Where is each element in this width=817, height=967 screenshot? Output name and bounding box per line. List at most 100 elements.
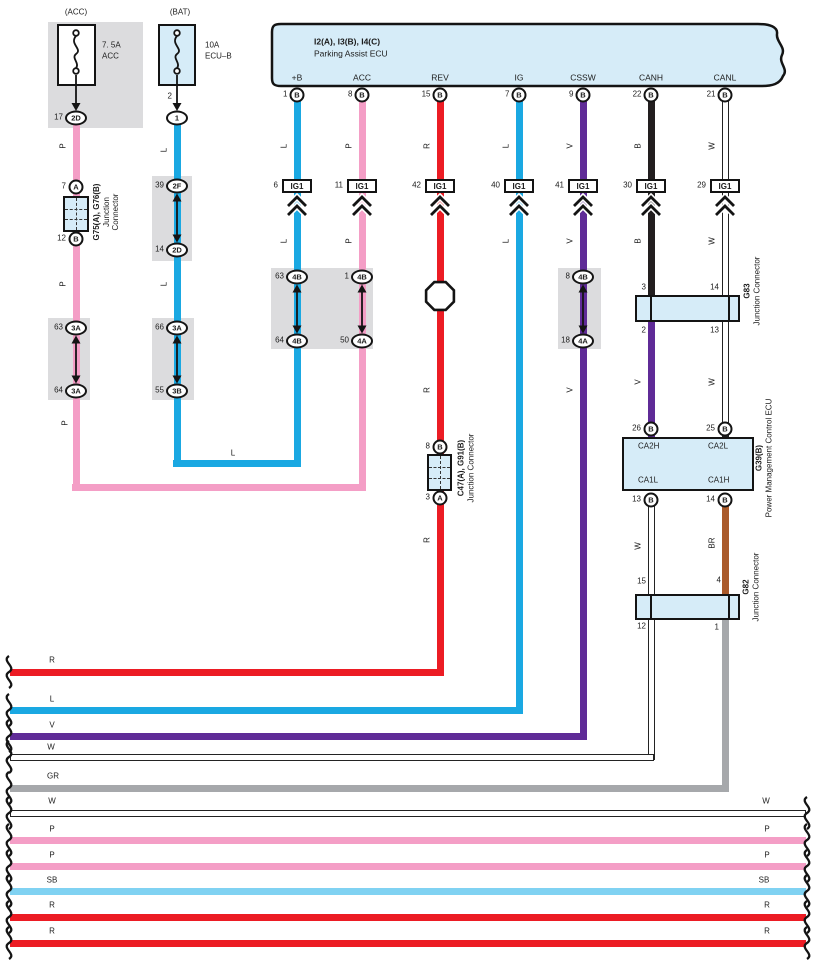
connector-pin-oval: 4B — [286, 269, 308, 285]
ig1-pin-number: 30 — [623, 180, 632, 190]
g39-pin-number: 26 — [632, 423, 641, 433]
connector-pin-number: 14 — [155, 244, 164, 254]
fuse-box — [158, 24, 196, 86]
g39-terminal-label: CA1L — [638, 475, 659, 485]
connector-pin-oval: 3A — [65, 383, 87, 399]
g82-name: G82 — [741, 579, 751, 595]
fuse-header-bat: (BAT) — [169, 7, 191, 17]
g83-description: Junction Connector — [752, 256, 761, 326]
g39-pin-number: 13 — [632, 494, 641, 504]
g39-pin-number: 25 — [706, 423, 715, 433]
wire-color-label: SB — [46, 875, 58, 885]
wire-L — [10, 706, 523, 714]
connector-pin-oval: 3B — [166, 383, 188, 399]
wire-P — [10, 836, 806, 844]
ig1-connector: IG1 — [568, 179, 598, 193]
junction-g83 — [635, 295, 740, 322]
wire-color-label: L — [159, 147, 169, 153]
g83-name: G83 — [742, 283, 752, 299]
wire-color-label: SB — [758, 875, 770, 885]
ecu-pin-number: 9 — [569, 89, 574, 99]
bar-pin-number: 12 — [637, 621, 646, 631]
connector-pin-oval: 1 — [166, 110, 188, 126]
g39-name: G39(B) — [754, 444, 764, 472]
ecu-pin-label: +B — [291, 72, 303, 83]
connector-pin-number: 39 — [155, 180, 164, 190]
g83-label: G83 Junction Connector — [743, 257, 762, 326]
wire-L — [515, 95, 523, 714]
junction-g82 — [635, 594, 740, 620]
wire-color-label: P — [344, 238, 354, 244]
ecu-pin-circle: B — [575, 87, 591, 103]
g82-description: Junction Connector — [751, 552, 760, 622]
wire-V — [10, 732, 587, 740]
wire-color-label: V — [565, 143, 575, 149]
connector-pin-oval: 2F — [166, 178, 188, 194]
grid-line — [65, 219, 87, 221]
wire-color-label: P — [58, 281, 68, 287]
grid-line — [65, 208, 87, 210]
wire-color-label: V — [633, 379, 643, 385]
connector-pin-number: 66 — [155, 322, 164, 332]
wire-color-label: R — [49, 900, 55, 910]
g39-terminal-label: CA2H — [638, 441, 660, 451]
wire-color-label: L — [501, 238, 511, 244]
ecu-pin-number: 21 — [706, 89, 716, 99]
connector-pin-oval: 4B — [351, 269, 373, 285]
wire-color-label: R — [422, 537, 432, 543]
connector-pin-number: 63 — [54, 322, 63, 332]
bar-pin-number: 1 — [714, 622, 719, 632]
ecu-pin-circle: B — [511, 87, 527, 103]
ecu-pin-label: ACC — [353, 72, 371, 83]
wire-W — [721, 95, 729, 437]
connector-pin-oval: 4B — [286, 333, 308, 349]
ig1-pin-number: 6 — [273, 180, 278, 190]
connector-pin-number: 7 — [61, 181, 66, 191]
bar-pin-number: 2 — [641, 325, 646, 335]
fuse-name: ECU–B — [205, 51, 232, 61]
bar-pin-number: 14 — [710, 282, 719, 292]
g39-terminal-label: CA2L — [708, 441, 729, 451]
connector-pin-number: 3 — [425, 492, 430, 502]
ecu-pin-label: CANH — [638, 72, 664, 83]
g39-terminal-label: CA1H — [708, 475, 730, 485]
ecu-pin-label: REV — [431, 72, 449, 83]
wire-color-label: W — [47, 742, 55, 752]
ecu-pin-number: 1 — [283, 89, 288, 99]
bar-pin-number: 13 — [710, 325, 719, 335]
wire-P — [72, 112, 80, 491]
g75-description: Connector — [110, 193, 120, 231]
wire-color-label: W — [633, 542, 643, 550]
wire-GR — [10, 784, 729, 792]
connector-pin-oval: 4A — [351, 333, 373, 349]
bar-pin-number: 4 — [716, 575, 721, 585]
ecu-pin-circle: B — [643, 87, 659, 103]
bar-divider — [728, 595, 730, 619]
wire-color-label: L — [279, 238, 289, 244]
wire-V — [647, 308, 655, 437]
g75-description: Junction — [101, 197, 111, 227]
wire-R — [10, 939, 806, 947]
wire-B — [647, 95, 655, 308]
ecu-pin-number: 7 — [505, 89, 510, 99]
connector-pin-number: 50 — [340, 335, 349, 345]
wire-color-label: L — [49, 694, 55, 704]
g39-pin-circle: B — [717, 421, 733, 437]
bar-divider — [728, 296, 730, 321]
wire-color-label: P — [49, 850, 55, 860]
wire-color-label: W — [707, 237, 717, 245]
connector-pin-number: 55 — [155, 385, 164, 395]
wire-R — [10, 668, 444, 676]
connector-pin-oval: 3A — [166, 320, 188, 336]
ecu-title: I2(A), I3(B), I4(C) — [314, 36, 381, 47]
wire-V — [579, 95, 587, 740]
g75-label: G75(A), G76(B) Junction Connector — [92, 184, 121, 241]
fuse-box — [57, 24, 96, 86]
ecu-pin-circle: B — [289, 87, 305, 103]
wire-color-label: P — [344, 143, 354, 149]
wire-GR — [721, 605, 729, 791]
wire-L — [173, 112, 181, 467]
ecu-pin-circle: B — [717, 87, 733, 103]
wire-color-label: L — [230, 448, 236, 458]
fuse-pin-number: 2 — [167, 91, 172, 101]
